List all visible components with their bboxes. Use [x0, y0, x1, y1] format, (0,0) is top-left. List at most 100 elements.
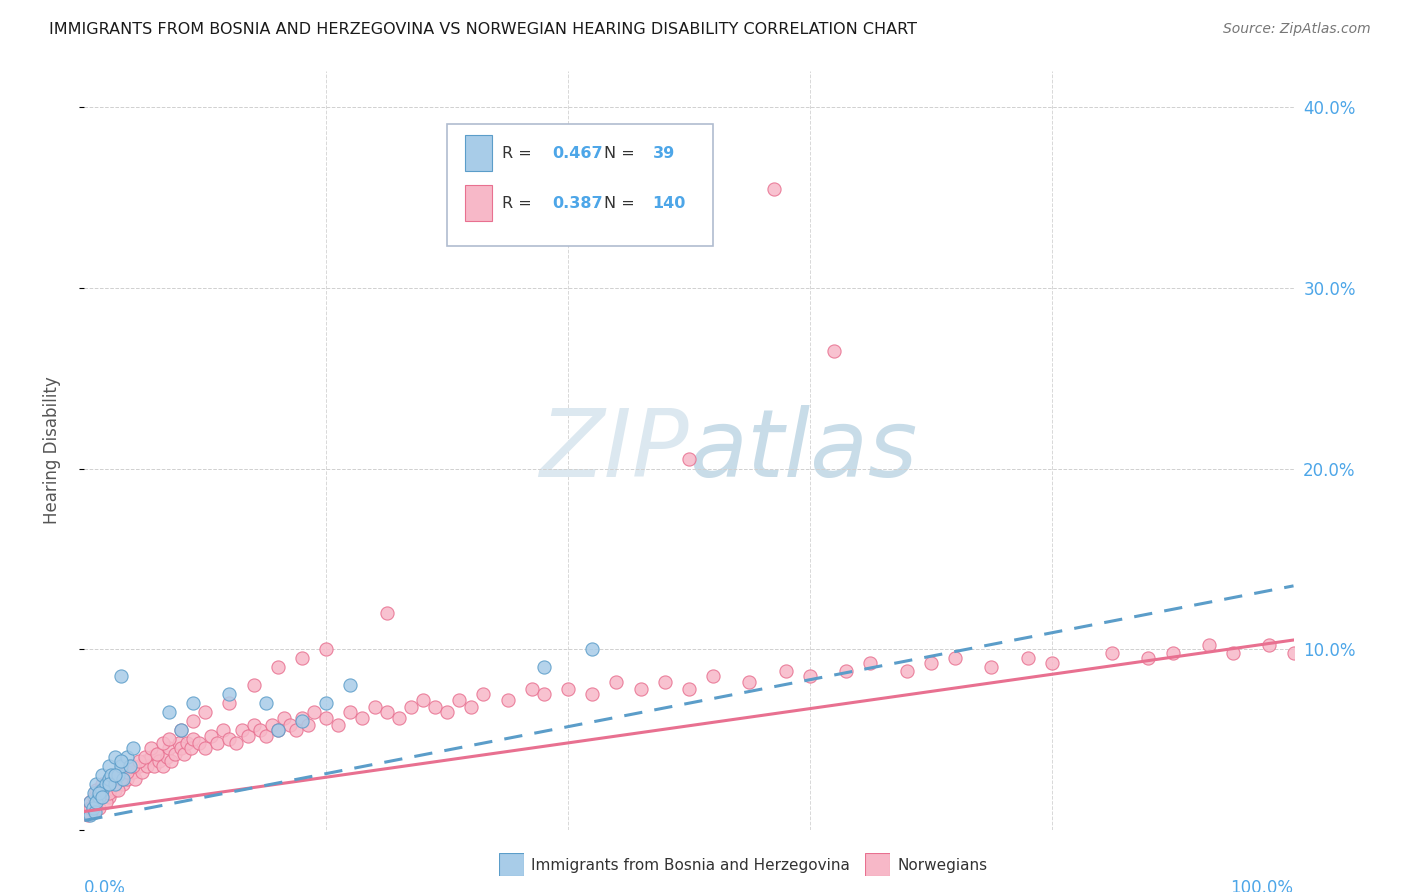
- Point: [291, 651, 314, 665]
- Point: [920, 657, 942, 671]
- Point: [91, 790, 114, 805]
- Point: [157, 705, 180, 719]
- Point: [423, 699, 446, 714]
- Point: [859, 657, 882, 671]
- Point: [104, 750, 127, 764]
- Point: [97, 777, 120, 791]
- Point: [352, 711, 374, 725]
- Point: [86, 796, 108, 810]
- Point: [242, 678, 264, 692]
- Point: [120, 759, 142, 773]
- Point: [165, 747, 187, 761]
- Point: [91, 777, 114, 791]
- Point: [100, 768, 122, 782]
- Point: [110, 768, 132, 782]
- Point: [170, 741, 193, 756]
- Text: IMMIGRANTS FROM BOSNIA AND HERZEGOVINA VS NORWEGIAN HEARING DISABILITY CORRELATI: IMMIGRANTS FROM BOSNIA AND HERZEGOVINA V…: [49, 22, 917, 37]
- Point: [107, 772, 129, 786]
- Point: [231, 723, 253, 738]
- Point: [79, 796, 101, 810]
- Point: [254, 696, 277, 710]
- Point: [91, 790, 114, 805]
- Point: [89, 787, 111, 801]
- Point: [315, 711, 337, 725]
- Point: [581, 687, 603, 701]
- Point: [180, 741, 202, 756]
- Point: [302, 705, 325, 719]
- Point: [1258, 639, 1281, 653]
- Text: R =: R =: [502, 195, 537, 211]
- Point: [104, 782, 127, 797]
- Point: [200, 729, 222, 743]
- Point: [1161, 646, 1184, 660]
- Point: [678, 681, 700, 696]
- Point: [823, 344, 845, 359]
- Point: [339, 705, 361, 719]
- Point: [630, 681, 652, 696]
- Point: [104, 777, 127, 791]
- Point: [157, 732, 180, 747]
- Point: [121, 741, 143, 756]
- Point: [896, 664, 918, 678]
- Point: [775, 664, 797, 678]
- Point: [115, 764, 138, 779]
- Point: [134, 754, 156, 768]
- Point: [86, 777, 108, 791]
- Point: [835, 664, 858, 678]
- Bar: [465, 135, 492, 171]
- Point: [121, 764, 143, 779]
- Point: [152, 759, 174, 773]
- Point: [170, 723, 193, 738]
- Text: 39: 39: [652, 145, 675, 161]
- Point: [236, 729, 259, 743]
- Point: [97, 759, 120, 773]
- Point: [181, 714, 204, 729]
- Point: [134, 750, 156, 764]
- Point: [152, 736, 174, 750]
- Point: [980, 660, 1002, 674]
- Point: [315, 696, 337, 710]
- Point: [84, 805, 107, 819]
- Point: [128, 754, 150, 768]
- Point: [1282, 646, 1305, 660]
- Point: [131, 764, 153, 779]
- Point: [267, 723, 290, 738]
- Point: [91, 790, 114, 805]
- Point: [557, 681, 579, 696]
- Point: [97, 790, 120, 805]
- Text: Norwegians: Norwegians: [897, 858, 987, 872]
- Point: [207, 736, 229, 750]
- Text: 0.467: 0.467: [553, 145, 603, 161]
- Point: [375, 705, 398, 719]
- Point: [104, 768, 127, 782]
- Point: [120, 759, 142, 773]
- Point: [124, 772, 146, 786]
- Point: [167, 736, 190, 750]
- Point: [160, 754, 183, 768]
- Point: [115, 750, 138, 764]
- Point: [533, 660, 555, 674]
- Text: 0.0%: 0.0%: [84, 879, 127, 892]
- Point: [87, 801, 110, 815]
- Point: [83, 805, 105, 819]
- Text: N =: N =: [605, 145, 640, 161]
- Point: [472, 687, 495, 701]
- Point: [83, 790, 105, 805]
- Point: [328, 718, 350, 732]
- Point: [1040, 657, 1063, 671]
- Point: [107, 768, 129, 782]
- Point: [82, 801, 104, 815]
- FancyBboxPatch shape: [447, 124, 713, 245]
- Point: [254, 729, 277, 743]
- Point: [284, 723, 308, 738]
- Point: [678, 452, 700, 467]
- Point: [105, 777, 128, 791]
- Point: [83, 787, 105, 801]
- Point: [496, 692, 519, 706]
- Point: [1017, 651, 1039, 665]
- Point: [112, 772, 135, 786]
- Y-axis label: Hearing Disability: Hearing Disability: [42, 376, 60, 524]
- Point: [218, 732, 240, 747]
- Point: [702, 669, 724, 683]
- Bar: [465, 186, 492, 221]
